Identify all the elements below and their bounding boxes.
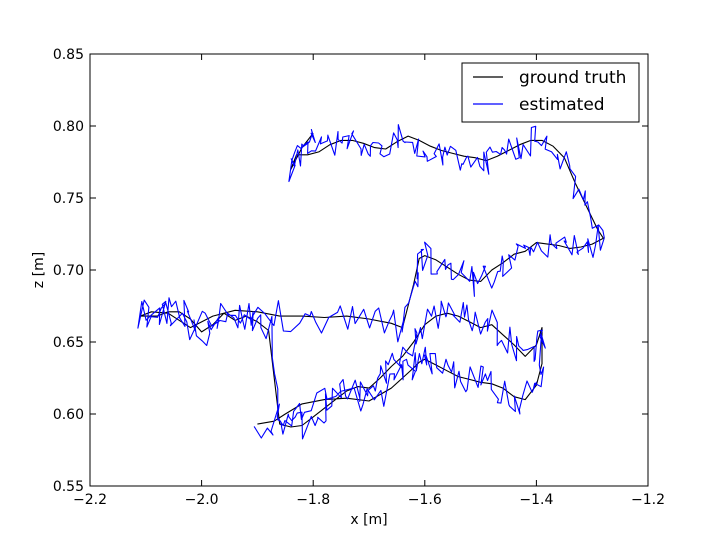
x-tick-label: −1.8 [296,492,330,508]
x-axis-label: x [m] [350,512,387,528]
legend-label-ground-truth: ground truth [519,68,626,88]
x-tick-label: −1.6 [408,492,442,508]
tick-layer: −2.2 −2.0 −1.8 −1.6 −1.4 −1.2 0.55 0.60 0.65 0.70… [53,47,665,508]
y-tick-label: 0.80 [53,119,84,135]
legend-label-estimated: estimated [519,95,605,115]
x-tick-label: −1.2 [631,492,665,508]
y-tick-label: 0.65 [53,335,84,351]
y-tick-label: 0.85 [53,47,84,63]
y-tick-label: 0.75 [53,191,84,207]
y-tick-label: 0.60 [53,407,84,423]
plot-background [90,54,648,486]
legend: ground truth estimated [461,62,640,123]
x-tick-label: −2.2 [73,492,107,508]
legend-box [461,62,640,123]
y-tick-label: 0.55 [53,479,84,495]
series-line-estimated [137,124,605,440]
series-layer [137,124,605,440]
x-tick-label: −1.4 [519,492,553,508]
x-tick-label: −2.0 [185,492,219,508]
y-axis-label: z [m] [31,252,47,288]
y-tick-label: 0.70 [53,263,84,279]
